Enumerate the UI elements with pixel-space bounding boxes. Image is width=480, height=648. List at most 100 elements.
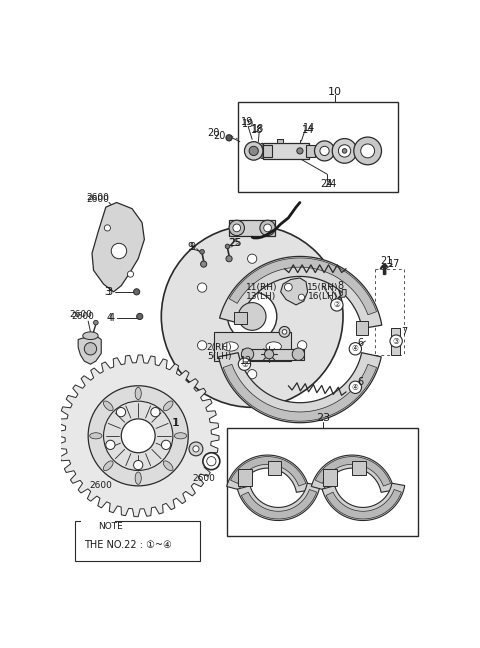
Ellipse shape [174, 433, 187, 439]
Circle shape [106, 440, 115, 450]
Polygon shape [281, 278, 308, 305]
Text: 17: 17 [388, 259, 400, 269]
Polygon shape [258, 143, 263, 159]
Circle shape [151, 408, 160, 417]
Circle shape [244, 142, 263, 160]
Text: ④: ④ [352, 383, 359, 392]
Circle shape [298, 341, 307, 350]
Text: 25: 25 [228, 238, 240, 248]
Text: 4: 4 [108, 313, 114, 323]
Circle shape [238, 358, 251, 371]
Text: 16(LH): 16(LH) [308, 292, 338, 301]
Text: 9: 9 [189, 242, 195, 252]
Text: 13(LH): 13(LH) [246, 292, 276, 301]
Circle shape [248, 369, 257, 379]
Text: 23: 23 [316, 413, 330, 423]
Text: ②: ② [334, 301, 340, 309]
Bar [242, 349, 304, 360]
Circle shape [292, 348, 304, 360]
Text: 14: 14 [301, 125, 314, 135]
Circle shape [133, 289, 140, 295]
Text: 2600: 2600 [69, 310, 92, 319]
Circle shape [332, 299, 342, 310]
Circle shape [88, 386, 188, 486]
Bar [238, 102, 398, 192]
Circle shape [249, 146, 258, 156]
Circle shape [200, 249, 204, 254]
Text: 2600: 2600 [87, 195, 109, 204]
Circle shape [332, 139, 357, 163]
Polygon shape [78, 336, 101, 364]
Polygon shape [322, 483, 405, 520]
Text: 19: 19 [241, 117, 253, 128]
Polygon shape [335, 290, 346, 305]
Ellipse shape [103, 401, 113, 411]
Text: 6: 6 [357, 338, 363, 349]
Circle shape [198, 283, 207, 292]
Circle shape [390, 335, 402, 347]
Ellipse shape [223, 342, 238, 351]
Text: 20: 20 [213, 130, 225, 141]
Bar [323, 469, 337, 486]
Circle shape [241, 348, 254, 360]
Text: 12: 12 [240, 356, 252, 366]
Polygon shape [227, 455, 309, 492]
Text: 24: 24 [324, 179, 337, 189]
Text: 21: 21 [380, 256, 392, 266]
Polygon shape [241, 489, 317, 519]
Polygon shape [57, 355, 219, 516]
Bar [229, 220, 275, 236]
Text: 4: 4 [107, 313, 113, 323]
Bar [81, 520, 115, 527]
Text: 24: 24 [321, 179, 333, 189]
Circle shape [104, 225, 110, 231]
Text: ④: ④ [352, 344, 359, 353]
Ellipse shape [135, 472, 141, 484]
Circle shape [193, 446, 199, 452]
Text: 9: 9 [188, 242, 193, 252]
Circle shape [127, 271, 133, 277]
Text: 14: 14 [303, 123, 315, 133]
Ellipse shape [163, 461, 173, 470]
Text: NOTE: NOTE [98, 522, 123, 531]
Circle shape [201, 261, 207, 267]
Polygon shape [326, 489, 401, 519]
Circle shape [189, 442, 203, 456]
Text: 8: 8 [337, 281, 343, 291]
Circle shape [354, 137, 382, 165]
Circle shape [111, 243, 127, 259]
Circle shape [279, 327, 290, 337]
Circle shape [226, 135, 232, 141]
Polygon shape [229, 258, 377, 315]
Text: ①: ① [241, 360, 248, 369]
Ellipse shape [163, 401, 173, 411]
Text: 20: 20 [207, 128, 220, 138]
Text: 2600: 2600 [90, 481, 113, 491]
Text: 19: 19 [242, 119, 254, 129]
Text: 2(RH): 2(RH) [206, 343, 232, 352]
Circle shape [94, 320, 98, 325]
Circle shape [203, 453, 220, 470]
Bar [267, 461, 281, 475]
Circle shape [226, 255, 232, 262]
Circle shape [133, 461, 143, 470]
Polygon shape [219, 257, 382, 329]
Bar [391, 328, 400, 355]
Text: THE NO.22 : ①~④: THE NO.22 : ①~④ [84, 540, 172, 550]
Bar [238, 469, 252, 486]
Bar [277, 139, 283, 143]
Circle shape [349, 343, 361, 355]
Circle shape [161, 440, 171, 450]
Text: 3: 3 [104, 287, 110, 297]
Text: 18: 18 [252, 124, 264, 133]
Circle shape [198, 341, 207, 350]
Text: 25: 25 [229, 238, 241, 248]
Circle shape [299, 294, 304, 300]
Circle shape [116, 408, 126, 417]
Circle shape [338, 145, 351, 157]
Circle shape [225, 244, 230, 249]
Text: 7: 7 [401, 327, 407, 337]
Circle shape [298, 283, 307, 292]
Bar [356, 321, 368, 335]
Circle shape [297, 148, 303, 154]
